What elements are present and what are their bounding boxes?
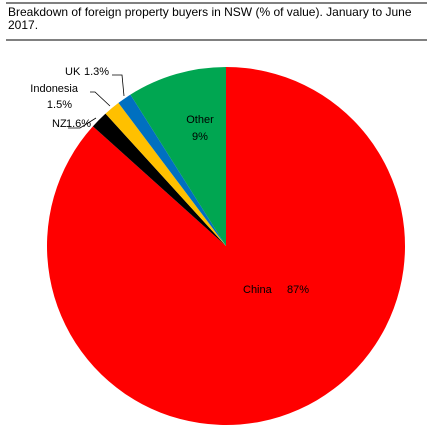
pie-slice [118, 94, 226, 246]
slice-label: UK [65, 66, 81, 78]
leader-line [68, 117, 97, 129]
value-label: 9% [192, 131, 208, 143]
leader-line [90, 91, 111, 107]
slice-label: China [243, 284, 273, 296]
leader-line [112, 74, 125, 97]
pie [46, 67, 406, 426]
value-label: 1.6% [66, 118, 91, 130]
chart-title: Breakdown of foreign property buyers in … [8, 5, 412, 32]
pie-slice [46, 67, 406, 426]
pie-slice [130, 67, 226, 246]
slice-label: Indonesia [30, 83, 79, 95]
slice-label: Other [186, 114, 214, 126]
slice-label: NZ [52, 118, 67, 130]
pie-slice [92, 113, 226, 246]
value-label: 87% [287, 284, 309, 296]
value-label: 1.5% [47, 99, 72, 111]
pie-slice [105, 102, 226, 247]
value-label: 1.3% [84, 66, 109, 78]
